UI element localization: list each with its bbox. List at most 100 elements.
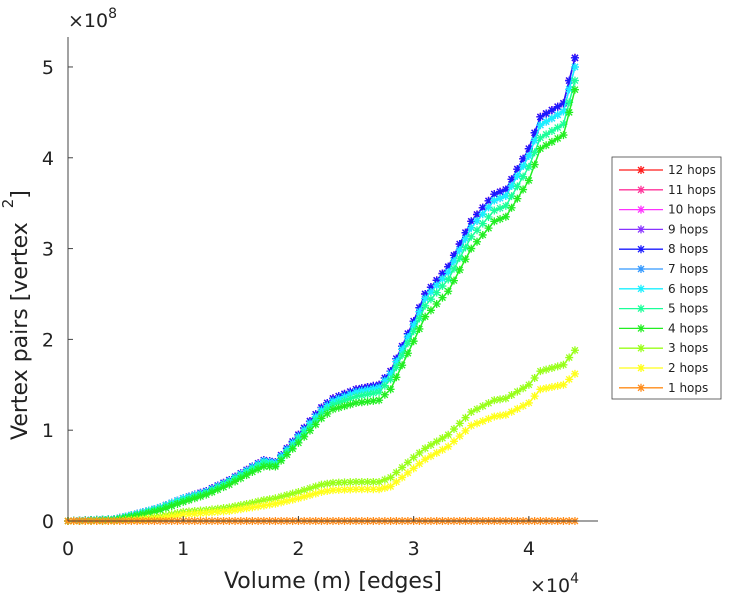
data-point [282,450,291,459]
legend-item: 4 hops [619,321,708,335]
data-point [484,399,493,408]
data-point [553,362,562,371]
data-point [461,413,470,422]
data-point [380,376,389,385]
data-point [415,459,424,468]
data-point [478,219,487,228]
data-point [570,62,579,71]
data-point [242,499,251,508]
data-point [317,487,326,496]
data-point [455,432,464,441]
data-point [184,510,193,519]
data-point [553,102,562,111]
legend-label: 9 hops [668,222,708,236]
data-point [444,287,453,296]
data-point [398,463,407,472]
series-11-hops [64,53,579,525]
data-point [317,480,326,489]
data-point [559,131,568,140]
legend-item: 11 hops [619,183,716,197]
data-point [340,402,349,411]
data-point [300,432,309,441]
data-point [496,187,505,196]
data-point [363,390,372,399]
data-point [352,398,361,407]
data-point [570,369,579,378]
data-point [277,456,286,465]
data-point [432,437,441,446]
data-point [559,107,568,116]
data-point [513,194,522,203]
data-point [398,473,407,482]
data-point [536,385,545,394]
data-point [530,160,539,169]
data-point [156,506,165,515]
data-point [530,373,539,382]
data-point [254,465,263,474]
data-point [150,507,159,516]
data-point [467,223,476,232]
data-point [519,154,528,163]
plot-area [64,53,579,525]
data-point [519,172,528,181]
series-6-hops [64,62,579,525]
legend-marker [637,166,645,174]
data-point [271,462,280,471]
data-point [501,201,510,210]
data-point [167,512,176,521]
data-point [294,438,303,447]
series-5-hops [64,76,579,525]
data-point [409,327,418,336]
series-7-hops [64,62,579,525]
data-point [409,464,418,473]
legend-item: 1 hops [619,381,708,395]
data-point [323,479,332,488]
data-point [547,137,556,146]
data-point [271,494,280,503]
data-point [248,467,257,476]
x-tick-label: 2 [292,538,304,560]
data-point [375,485,384,494]
data-point [282,497,291,506]
data-point [265,495,274,504]
y-tick-label: 0 [42,511,54,533]
x-multiplier: ×104 [530,571,579,597]
data-point [524,380,533,389]
data-point [473,226,482,235]
data-point [219,507,228,516]
y-ticks: 0 1 2 3 4 5 [42,57,73,533]
series-line-4-hops [67,89,576,522]
x-ticks: 0 1 2 3 4 [62,516,535,560]
data-point [565,85,574,94]
data-point [236,505,245,514]
legend-label: 5 hops [668,302,708,316]
data-point [386,375,395,384]
legend-item: 3 hops [619,341,708,355]
data-point [415,448,424,457]
data-point [530,148,539,157]
data-point [444,442,453,451]
data-point [438,269,447,278]
data-point [473,237,482,246]
data-point [398,345,407,354]
data-point [444,268,453,277]
data-point [317,409,326,418]
data-point [484,224,493,233]
data-point [421,444,430,453]
legend-label: 11 hops [668,183,716,197]
data-point [421,312,430,321]
legend-label: 7 hops [668,262,708,276]
data-point [553,110,562,119]
data-point [403,333,412,342]
data-point [346,394,355,403]
legend-label: 6 hops [668,282,708,296]
data-point [490,196,499,205]
data-point [461,255,470,264]
data-point [138,510,147,519]
legend-item: 10 hops [619,203,716,217]
data-point [225,480,234,489]
data-point [375,396,384,405]
legend-marker [637,304,645,313]
data-point [305,422,314,431]
